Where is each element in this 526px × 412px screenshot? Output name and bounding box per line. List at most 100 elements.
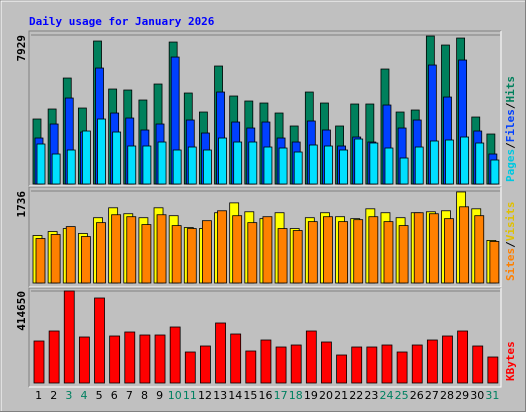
x-tick-label: 14 — [228, 389, 242, 402]
bar — [472, 345, 484, 384]
x-tick-label: 11 — [183, 389, 197, 402]
y-tick-label: 414650 — [15, 291, 28, 331]
bar — [321, 341, 332, 384]
bar — [230, 333, 242, 384]
bar — [96, 222, 106, 284]
x-tick-label: 22 — [349, 389, 363, 402]
legend-entry: Pages — [504, 149, 517, 182]
series-labels: Sites/Visits — [504, 202, 517, 282]
legend-entry: Hits — [504, 76, 517, 103]
panel-bevel — [28, 287, 501, 387]
bar — [278, 147, 288, 185]
x-tick-label: 12 — [198, 389, 212, 402]
bar — [263, 146, 273, 185]
bar — [35, 238, 46, 284]
bar — [445, 139, 454, 185]
bar — [112, 131, 122, 185]
panel-bevel — [28, 30, 501, 186]
legend-entry: Visits — [504, 202, 517, 242]
x-tick-label: 17 — [274, 389, 288, 402]
bar — [414, 146, 424, 185]
bar — [217, 210, 227, 284]
x-tick-label: 2 — [50, 389, 57, 402]
bar — [460, 136, 470, 185]
bar — [172, 149, 182, 185]
x-tick-label: 16 — [259, 389, 273, 402]
bar — [36, 143, 46, 185]
bar — [396, 351, 408, 384]
bar — [399, 157, 409, 185]
x-tick-label: 27 — [425, 389, 439, 402]
legend-separator: / — [504, 102, 517, 109]
bar — [124, 331, 136, 384]
bar — [475, 142, 485, 185]
bar — [338, 221, 348, 284]
bar — [215, 322, 226, 384]
series-labels: Pages/Files/Hits — [504, 76, 517, 182]
x-tick-label: 1 — [35, 389, 42, 402]
bar — [186, 228, 197, 284]
bar — [411, 344, 423, 384]
x-tick-label: 20 — [319, 389, 333, 402]
bar — [369, 142, 379, 185]
bar — [78, 336, 90, 384]
bar — [184, 351, 196, 384]
bar — [232, 215, 243, 284]
x-tick-label: 23 — [364, 389, 378, 402]
x-tick-label: 30 — [470, 389, 484, 402]
bar — [141, 224, 152, 284]
bar — [429, 140, 439, 185]
bar — [339, 149, 348, 185]
bar — [126, 216, 137, 284]
panel-bevel — [29, 187, 502, 288]
bar — [48, 330, 60, 384]
bar — [292, 230, 303, 284]
legend-entry: Sites — [504, 248, 517, 281]
bar — [218, 137, 227, 185]
x-tick-label: 5 — [96, 389, 103, 402]
bar — [413, 212, 424, 284]
bar — [368, 216, 379, 284]
bar — [139, 334, 151, 384]
bar — [354, 138, 364, 185]
panel-bevel — [29, 31, 502, 187]
bar — [324, 145, 333, 185]
bar — [351, 346, 363, 384]
bar — [293, 151, 303, 185]
x-tick-label: 29 — [455, 389, 469, 402]
x-tick-label: 10 — [168, 389, 182, 402]
x-tick-label: 26 — [410, 389, 424, 402]
bar — [200, 345, 211, 384]
bar — [111, 214, 122, 284]
bar — [51, 153, 61, 185]
bar — [94, 297, 105, 384]
bar — [80, 236, 91, 284]
legend-entry: Files — [504, 109, 517, 142]
panel-bevel — [28, 186, 501, 287]
x-tick-label: 21 — [334, 389, 348, 402]
y-tick-label: 1736 — [15, 191, 28, 218]
legend-separator: / — [504, 142, 517, 149]
bar — [245, 350, 257, 384]
bar — [65, 226, 76, 284]
bar — [428, 213, 439, 284]
bar — [305, 330, 317, 384]
bar — [275, 346, 287, 384]
bar — [489, 241, 500, 284]
bar — [109, 335, 121, 384]
bar — [487, 356, 499, 384]
x-tick-label: 19 — [304, 389, 318, 402]
bar — [474, 215, 485, 284]
x-tick-label: 9 — [156, 389, 163, 402]
bar — [63, 290, 75, 384]
x-tick-label: 4 — [80, 389, 87, 402]
bar — [247, 222, 258, 284]
panel-bevel — [29, 288, 502, 388]
x-tick-label: 15 — [243, 389, 257, 402]
bar — [381, 344, 393, 384]
bar — [33, 340, 45, 384]
bar — [384, 147, 394, 185]
bar — [203, 149, 212, 185]
